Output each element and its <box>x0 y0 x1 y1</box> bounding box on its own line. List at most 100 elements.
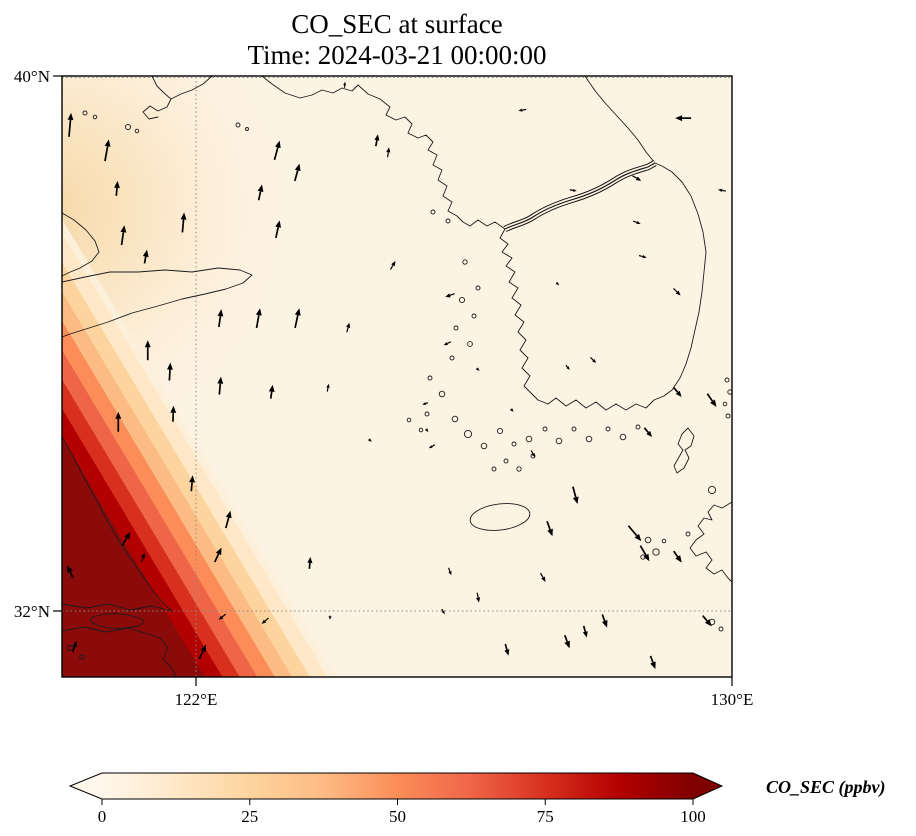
axes: 40°N 32°N 122°E 130°E <box>14 67 753 709</box>
coastline-shandong <box>62 267 253 338</box>
wind-arrow <box>368 438 372 442</box>
wind-arrow <box>649 655 656 670</box>
wind-quiver <box>67 81 726 670</box>
colorbar-tick-label: 50 <box>389 807 406 826</box>
island <box>82 110 88 116</box>
island <box>458 296 466 304</box>
island <box>79 654 85 660</box>
wind-arrow <box>563 634 570 649</box>
plot-subtitle-time: Time: 2024-03-21 00:00:00 <box>247 40 546 70</box>
wind-arrow <box>180 212 187 233</box>
wind-arrow <box>632 220 641 225</box>
island <box>430 209 436 215</box>
coastline-chongming-island <box>90 613 145 629</box>
wind-arrow <box>142 249 149 264</box>
wind-arrow <box>140 552 146 563</box>
wind-arrow <box>422 402 429 405</box>
coastline-korea <box>261 76 707 411</box>
wind-arrow <box>702 615 712 627</box>
island <box>424 411 430 417</box>
co-plume-shanghai <box>62 184 357 677</box>
island <box>722 401 728 407</box>
island <box>525 435 533 443</box>
y-axis-tick-label: 32°N <box>14 602 50 621</box>
wind-arrow <box>294 308 301 329</box>
wind-arrow <box>627 525 642 542</box>
wind-arrow <box>386 147 391 158</box>
wind-arrow <box>275 220 282 239</box>
island <box>725 413 731 419</box>
island <box>475 285 481 291</box>
wind-arrow <box>67 565 74 579</box>
colorbar-bar <box>68 772 724 800</box>
island <box>685 531 691 537</box>
wind-arrow <box>582 625 588 638</box>
wind-arrow <box>343 81 347 88</box>
wind-arrow <box>510 408 514 412</box>
small-islands <box>66 110 732 660</box>
wind-arrow <box>217 376 224 395</box>
island <box>66 644 74 652</box>
colorbar-ticks: 0 25 50 75 100 <box>98 799 706 826</box>
island <box>471 313 477 319</box>
wind-arrow <box>255 308 262 329</box>
wind-arrow <box>71 640 78 653</box>
wind-arrow <box>261 617 269 624</box>
wind-arrow <box>441 608 445 615</box>
island <box>462 259 468 265</box>
island <box>496 427 504 435</box>
wind-arrow <box>167 362 173 381</box>
wind-arrow <box>718 188 726 193</box>
x-axis-tick-label: 130°E <box>711 690 754 709</box>
island <box>463 429 473 439</box>
colorbar-tick-label: 100 <box>680 807 706 826</box>
island <box>644 536 652 544</box>
coastline-jeju-island <box>469 503 531 531</box>
coastlines <box>62 76 732 677</box>
wind-arrow <box>294 163 301 182</box>
wind-arrow <box>445 293 455 298</box>
colorbar-tick-label: 0 <box>98 807 107 826</box>
wind-arrow <box>268 384 275 399</box>
island <box>619 433 627 441</box>
wind-arrow <box>546 520 553 537</box>
y-axis-tick-label: 40°N <box>14 67 50 86</box>
wind-arrow <box>565 364 570 370</box>
wind-arrow <box>475 367 480 371</box>
wind-arrow <box>121 531 131 547</box>
island <box>635 424 641 430</box>
wind-arrow <box>374 134 380 147</box>
wind-arrow <box>67 112 74 137</box>
island <box>427 375 433 381</box>
wind-arrow <box>639 545 650 562</box>
wind-arrow <box>572 486 579 504</box>
wind-arrow <box>273 140 281 161</box>
wind-arrow <box>104 139 111 162</box>
coastline-bohai <box>62 212 100 277</box>
wind-arrow <box>504 643 510 656</box>
island <box>652 548 660 556</box>
island <box>727 389 732 395</box>
island <box>245 127 249 131</box>
coastline-kyushu <box>689 501 732 583</box>
plot-title: CO_SEC at surface <box>291 9 502 39</box>
wind-arrow <box>389 260 396 270</box>
island <box>555 437 563 445</box>
island <box>724 377 730 383</box>
wind-arrow <box>643 427 653 438</box>
island <box>453 325 459 331</box>
dmz-border <box>503 160 657 232</box>
wind-arrow <box>225 510 232 529</box>
wind-arrow <box>198 644 207 660</box>
colorbar-tick-label: 75 <box>537 807 554 826</box>
wind-arrow <box>115 411 122 432</box>
wind-arrow <box>218 613 226 620</box>
wind-arrow <box>114 180 120 196</box>
wind-arrow <box>590 356 597 364</box>
island <box>445 218 451 224</box>
map-frame <box>61 75 733 678</box>
island <box>585 435 593 443</box>
wind-arrow <box>443 341 452 346</box>
island <box>503 458 509 464</box>
